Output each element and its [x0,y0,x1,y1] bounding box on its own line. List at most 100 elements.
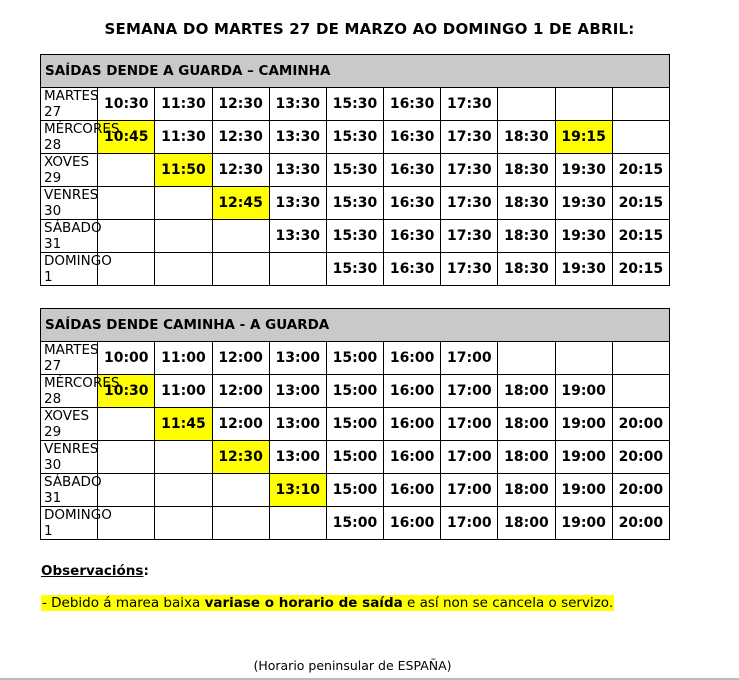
departure-time-cell: 12:00 [211,407,270,441]
departure-time-cell [97,186,156,220]
departure-time-cell: 11:50 [154,153,213,187]
departure-time-cell [154,186,213,220]
departure-time-cell: 17:30 [440,87,499,121]
departure-time-cell [97,407,156,441]
day-cell: DOMINGO 1 [39,506,112,540]
day-cell: MÉRCORES 28 [39,374,119,408]
departure-time-cell: 19:00 [554,440,613,474]
departure-time-cell: 12:45 [211,186,270,220]
departure-time-cell [611,374,671,408]
departure-time-cell: 13:00 [268,407,327,441]
table-header-row: SAÍDAS DENDE A GUARDA – CAMINHA [40,54,670,88]
observation-note: - Debido á marea baixa variase o horario… [41,595,615,611]
departure-time-cell: 10:00 [97,341,156,375]
departure-time-cell [554,341,613,375]
departure-time-cell: 19:30 [554,219,613,253]
day-cell: VENRES 30 [39,440,98,474]
departure-time-cell: 16:00 [383,407,442,441]
departure-time-cell: 17:00 [440,506,499,540]
departure-time-cell: 15:30 [325,120,385,154]
observations-heading: Observacións: [41,563,149,579]
table-row: VENRES 30 12:30 13:00 15:00 16:00 17:00 18:00 1… [39,440,671,474]
day-cell: XOVES 29 [39,407,99,441]
note-prefix: - Debido á marea baixa [42,595,205,611]
table-header: SAÍDAS DENDE CAMINHA - A GUARDA [40,308,670,342]
departure-time-cell [611,87,671,121]
departure-time-cell: 13:00 [268,440,327,474]
departure-time-cell: 15:00 [325,506,385,540]
schedule-table-a-guarda-caminha: SAÍDAS DENDE A GUARDA – CAMINHA MARTES 27… [39,54,671,286]
departure-time-cell [268,252,327,286]
departure-time-cell [211,473,270,507]
departure-time-cell: 12:30 [211,440,270,474]
departure-time-cell: 17:00 [440,473,499,507]
departure-time-cell: 19:00 [554,374,613,408]
table-row: MARTES 27 10:00 11:00 12:00 13:00 15:00 16:00 1… [39,341,671,375]
departure-time-cell [97,252,156,286]
table-row: VENRES 30 12:45 13:30 15:30 16:30 17:30 18:30 1… [39,186,671,220]
departure-time-cell [97,440,156,474]
departure-time-cell: 19:30 [554,252,613,286]
day-cell: MÉRCORES 28 [39,120,119,154]
departure-time-cell: 19:00 [554,407,613,441]
departure-time-cell: 17:30 [440,120,499,154]
departure-time-cell: 10:30 [97,87,156,121]
departure-time-cell: 15:30 [325,252,385,286]
table-header: SAÍDAS DENDE A GUARDA – CAMINHA [40,54,670,88]
departure-time-cell: 17:00 [440,341,499,375]
departure-time-cell: 20:00 [611,440,671,474]
departure-time-cell: 17:30 [440,153,499,187]
departure-time-cell: 13:00 [268,341,327,375]
departure-time-cell: 15:00 [325,407,385,441]
schedule-table-caminha-a-guarda: SAÍDAS DENDE CAMINHA - A GUARDA MARTES 27… [39,308,671,540]
departure-time-cell: 11:45 [154,407,213,441]
departure-time-cell: 20:15 [611,153,671,187]
day-cell: SÁBADO 31 [39,219,102,253]
departure-time-cell: 16:00 [383,341,442,375]
departure-time-cell: 11:00 [154,341,213,375]
departure-time-cell: 20:15 [611,186,671,220]
departure-time-cell: 18:30 [497,252,556,286]
departure-time-cell: 18:00 [497,440,556,474]
departure-time-cell [211,252,270,286]
departure-time-cell: 15:30 [325,153,385,187]
departure-time-cell: 13:30 [268,153,327,187]
day-cell: DOMINGO 1 [39,252,112,286]
page-title: SEMANA DO MARTES 27 DE MARZO AO DOMINGO … [104,20,635,38]
day-cell: MARTES 27 [39,87,99,121]
departure-time-cell: 10:30 [97,374,156,408]
departure-time-cell: 16:30 [383,219,442,253]
departure-time-cell: 16:00 [383,440,442,474]
departure-time-cell: 15:30 [325,186,385,220]
departure-time-cell: 17:30 [440,252,499,286]
departure-time-cell: 18:30 [497,120,556,154]
table-row: XOVES 29 11:45 12:00 13:00 15:00 16:00 17:00 18… [39,407,671,441]
departure-time-cell [154,506,213,540]
departure-time-cell [97,153,156,187]
departure-time-cell: 16:00 [383,374,442,408]
departure-time-cell: 19:30 [554,153,613,187]
departure-time-cell: 17:30 [440,219,499,253]
departure-time-cell: 20:15 [611,219,671,253]
departure-time-cell: 16:30 [383,252,442,286]
departure-time-cell [97,219,156,253]
day-cell: SÁBADO 31 [39,473,102,507]
departure-time-cell [497,87,556,121]
departure-time-cell: 18:30 [497,186,556,220]
departure-time-cell: 19:30 [554,186,613,220]
departure-time-cell: 20:00 [611,506,671,540]
departure-time-cell: 18:30 [497,153,556,187]
day-cell: MARTES 27 [39,341,99,375]
departure-time-cell: 19:00 [554,506,613,540]
departure-time-cell [611,120,671,154]
departure-time-cell [211,219,270,253]
departure-time-cell: 18:30 [497,219,556,253]
divider [0,678,739,680]
table-row: MARTES 27 10:30 11:30 12:30 13:30 15:30 16:30 1… [39,87,671,121]
departure-time-cell: 12:30 [211,87,270,121]
departure-time-cell: 12:00 [211,374,270,408]
departure-time-cell [497,341,556,375]
departure-time-cell: 18:00 [497,506,556,540]
departure-time-cell: 13:00 [268,374,327,408]
table-row: DOMINGO 1 15:30 16:30 17:30 18:30 19:30 20:15 [39,252,671,286]
